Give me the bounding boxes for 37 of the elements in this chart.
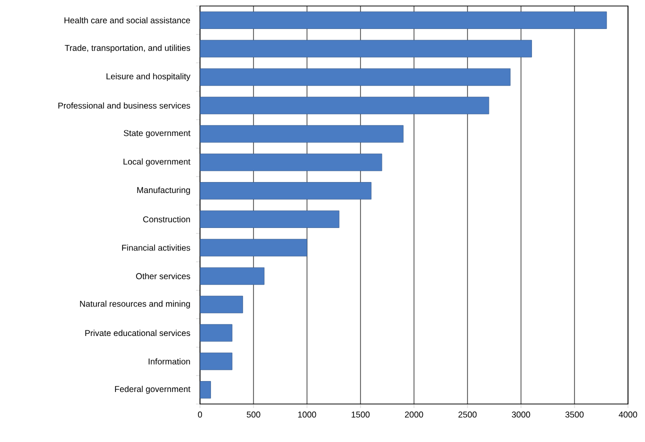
y-tick-label: State government <box>124 130 190 138</box>
bar <box>200 210 340 228</box>
x-tick-label: 0 <box>198 412 202 418</box>
x-tick-label: 3000 <box>512 412 530 418</box>
bar <box>200 324 232 342</box>
y-tick-label: Financial activities <box>122 244 190 251</box>
y-tick-label: Trade, transportation, and utilities <box>64 44 190 53</box>
y-tick-label: Information <box>148 358 190 364</box>
y-tick-label: Local government <box>124 158 190 166</box>
y-tick-label: Manufacturing <box>137 186 190 195</box>
x-tick-label: 2000 <box>404 412 424 418</box>
bar <box>200 381 211 398</box>
y-tick-label: Federal government <box>115 386 190 394</box>
bar <box>200 296 243 314</box>
y-tick-label: Leisure and hospitality <box>106 73 190 82</box>
y-tick-label: Private educational services <box>85 330 190 336</box>
x-tick-label: 500 <box>246 412 260 418</box>
bar <box>200 125 404 143</box>
x-tick-label: 2500 <box>458 412 477 418</box>
x-tick-label: 3500 <box>565 412 584 418</box>
bar <box>200 352 232 370</box>
bar <box>200 267 264 285</box>
x-tick-label: 4000 <box>618 412 638 418</box>
y-tick-label: Construction <box>143 216 190 222</box>
bar <box>200 154 382 172</box>
bar <box>200 96 490 114</box>
y-tick-label: Health care and social assistance <box>64 17 190 24</box>
bar <box>200 40 532 58</box>
bar <box>200 12 607 29</box>
bar <box>200 182 372 200</box>
bar <box>200 68 510 86</box>
y-tick-label: Natural resources and mining <box>80 300 190 308</box>
y-tick-label: Other services <box>136 272 190 280</box>
bar <box>200 238 308 256</box>
y-tick-label: Professional and business services <box>58 102 190 109</box>
x-tick-label: 1000 <box>298 412 316 418</box>
x-tick-label: 1500 <box>352 412 370 418</box>
